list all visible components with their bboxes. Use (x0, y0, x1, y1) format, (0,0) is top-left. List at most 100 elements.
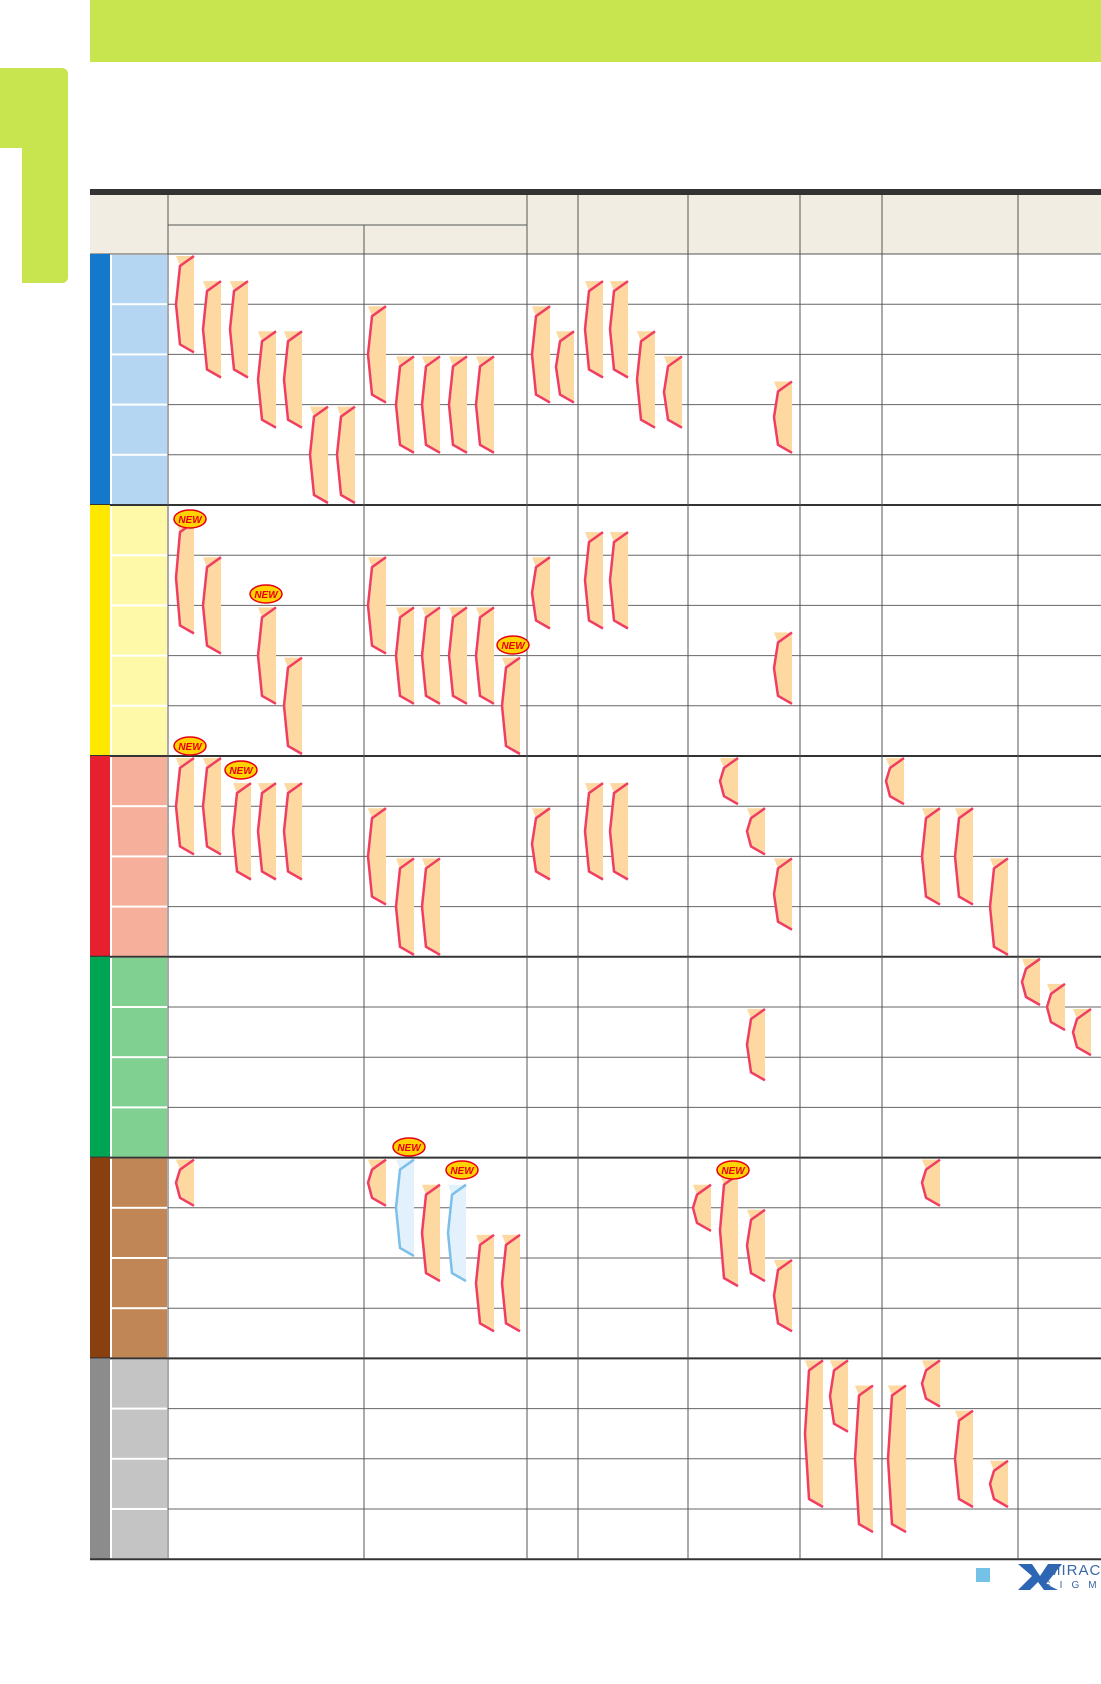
new-badge-label: NEW (397, 1143, 422, 1154)
range-bar (422, 1184, 440, 1282)
new-badge (249, 584, 283, 604)
row-label-cell (112, 757, 167, 806)
table-header (90, 192, 1101, 254)
range-bar-edge (554, 330, 575, 404)
range-bar-edge (420, 1183, 441, 1283)
range-bar (368, 306, 386, 403)
range-bar (176, 256, 194, 353)
range-bar-edge (201, 556, 222, 655)
range-bar-edge (745, 1007, 766, 1082)
new-badge-label: NEW (501, 641, 526, 652)
range-bar (637, 331, 655, 428)
range-bar-edge (256, 606, 277, 705)
new-badge (716, 1160, 750, 1180)
new-badge (173, 736, 207, 756)
group-strip (90, 1157, 110, 1359)
range-bar-edge (920, 1158, 941, 1207)
range-bar-edge (1020, 957, 1041, 1007)
range-bar-edge (988, 1459, 1009, 1509)
range-bar (449, 356, 467, 453)
range-bar (585, 783, 603, 880)
header-band (90, 0, 1101, 62)
range-bar (396, 858, 414, 955)
new-badge-label: NEW (254, 590, 279, 601)
range-bar (532, 306, 550, 403)
range-bar (585, 532, 603, 629)
range-bar-edge (228, 280, 249, 379)
range-bar (747, 1009, 765, 1081)
range-bar-edge (1045, 982, 1066, 1032)
row-label-cell (112, 1409, 167, 1458)
range-bar-edge (231, 782, 252, 881)
range-bar (310, 406, 328, 503)
range-bar-edge (718, 756, 739, 806)
row-label-cell (112, 857, 167, 906)
range-bar (449, 607, 467, 704)
range-bar-edge (474, 355, 495, 454)
range-bar (990, 858, 1008, 955)
row-label-cell (112, 1208, 167, 1257)
range-bar (233, 783, 251, 880)
range-bar (922, 808, 940, 905)
row-label-cell (112, 305, 167, 354)
range-bar (448, 1184, 466, 1282)
row-label-cell (112, 606, 167, 655)
range-bar-edge (447, 355, 468, 454)
range-bar-edge (256, 330, 277, 429)
range-bar-edge (394, 857, 415, 956)
range-bar-edge (474, 606, 495, 705)
range-bar-edge (201, 756, 222, 856)
range-bar (774, 381, 792, 453)
brand-subname: SIGMA (1044, 1580, 1101, 1591)
range-bar (396, 1159, 414, 1256)
range-bar (747, 1209, 765, 1282)
range-bar (610, 532, 628, 629)
range-bar-edge (366, 556, 387, 655)
range-bar (203, 758, 221, 855)
range-bar-edge (420, 606, 441, 705)
range-bar (284, 783, 302, 880)
range-bar (476, 607, 494, 704)
range-bar (556, 331, 574, 403)
range-bar-edge (366, 305, 387, 404)
range-bar-edge (635, 330, 656, 429)
range-bar-edge (608, 280, 629, 379)
range-bar (284, 331, 302, 428)
range-bar (830, 1360, 848, 1432)
range-bar (203, 281, 221, 378)
row-label-cell (112, 1108, 167, 1157)
range-bar-edge (174, 1158, 195, 1207)
new-badge (173, 509, 207, 529)
range-bar (284, 657, 302, 754)
range-bar-edge (500, 1233, 521, 1333)
range-bar-edge (500, 656, 521, 756)
range-bar (368, 557, 386, 654)
range-bar (258, 783, 276, 880)
range-bar (888, 1385, 906, 1533)
new-badge-label: NEW (229, 766, 254, 777)
row-label-cell (112, 1459, 167, 1508)
range-bar-edge (447, 606, 468, 705)
range-bar-edge (174, 254, 195, 354)
range-bar-edge (446, 1183, 467, 1283)
range-bar-edge (366, 1158, 387, 1207)
range-bar (502, 657, 520, 754)
range-bar-edge (772, 380, 793, 454)
range-bar (720, 1174, 738, 1287)
new-badge (224, 760, 258, 780)
range-bar (664, 356, 682, 428)
group-strip (90, 254, 110, 505)
new-badge-label: NEW (178, 742, 203, 753)
range-bar (476, 1234, 494, 1332)
range-bar-edge (884, 756, 905, 806)
brand-logo-icon (1018, 1564, 1062, 1590)
range-bar-edge (953, 807, 974, 906)
range-bar-edge (256, 782, 277, 881)
range-bar-edge (745, 807, 766, 856)
range-bar (258, 331, 276, 428)
row-label-cell (112, 1359, 167, 1408)
range-bar-edge (282, 656, 303, 756)
range-bar (532, 557, 550, 629)
new-badge (392, 1137, 426, 1157)
range-bar (774, 1260, 792, 1332)
